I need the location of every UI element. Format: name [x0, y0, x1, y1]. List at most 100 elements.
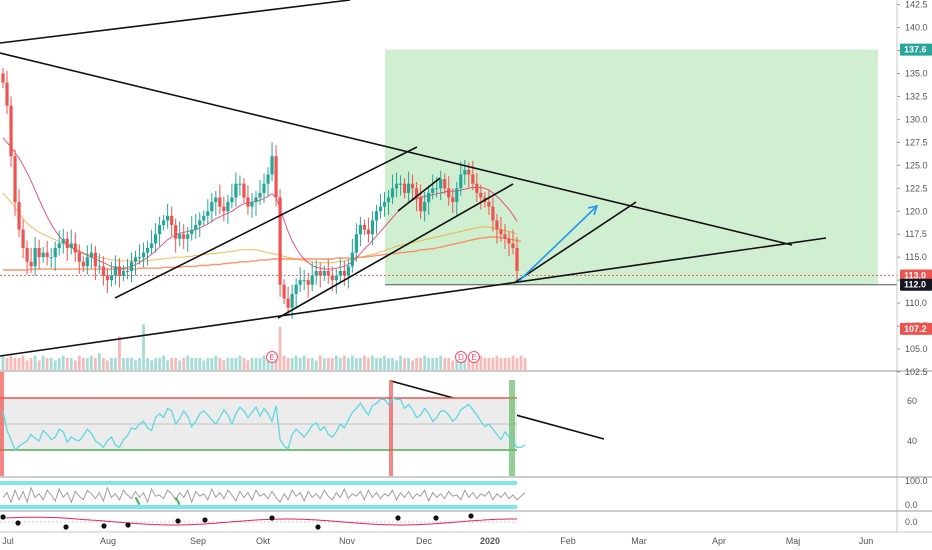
candle-body — [290, 293, 294, 308]
candle-body — [338, 270, 342, 276]
rsi-pane[interactable] — [0, 372, 526, 476]
volume-bar — [41, 355, 45, 370]
candle-body — [330, 275, 334, 281]
volume-bar — [487, 358, 491, 370]
candle-body — [515, 248, 519, 271]
volume-bar — [459, 358, 463, 370]
candle-body — [415, 188, 419, 198]
macd-cross-dot — [433, 515, 439, 521]
volume-bar — [266, 358, 270, 370]
candle-body — [439, 179, 443, 189]
volume-bar — [495, 355, 499, 370]
time-tick-label: Sep — [190, 536, 206, 546]
volume-bar — [431, 358, 435, 370]
candle-body — [162, 220, 166, 226]
candle-body — [358, 225, 362, 235]
volume-bar — [282, 355, 286, 370]
volume-bar — [25, 360, 29, 370]
time-tick-label: Jun — [859, 536, 874, 546]
volume-bar — [178, 360, 182, 370]
volume-bar — [379, 358, 382, 370]
volume-bar — [1, 355, 5, 370]
candle-body — [206, 211, 210, 216]
price-tick-label: 130.0 — [905, 114, 928, 124]
volume-bar — [242, 358, 246, 370]
volume-bar — [118, 336, 121, 370]
candle-body — [402, 183, 407, 193]
time-tick-label: 2020 — [480, 536, 500, 546]
macd-pane[interactable] — [0, 513, 517, 530]
candle-body — [443, 179, 447, 189]
volume-bar — [443, 358, 447, 370]
candle-body — [218, 197, 222, 207]
candle-body — [495, 220, 499, 230]
candle-body — [270, 156, 274, 175]
volume-bar — [69, 358, 73, 370]
trend-line — [114, 146, 418, 299]
osc-signal — [134, 496, 141, 506]
volume-bar — [330, 358, 334, 370]
volume-bar — [89, 355, 93, 370]
volume-bar — [17, 358, 21, 370]
candle-body — [306, 280, 310, 285]
volume-bar — [101, 358, 105, 370]
volume-bar — [302, 355, 306, 370]
candle-body — [459, 174, 463, 189]
volume-bar — [270, 358, 274, 370]
candle-body — [73, 243, 77, 253]
macd-cross-dot — [63, 524, 69, 530]
price-tick-label: 142.5 — [905, 0, 928, 10]
price-candles[interactable] — [1, 67, 519, 319]
trend-line-drawings[interactable] — [0, 0, 827, 440]
event-marker-label: E — [471, 353, 476, 362]
volume-bar — [250, 358, 254, 370]
volume-bar — [37, 360, 41, 370]
volume-bar — [507, 358, 511, 370]
candle-body — [13, 156, 17, 203]
volume-bar — [367, 358, 370, 370]
target-zone — [385, 49, 878, 285]
macd-cross-dot — [202, 517, 208, 523]
projection-arrow — [518, 206, 597, 282]
candle-body — [406, 183, 411, 193]
time-tick-label: Nov — [339, 536, 356, 546]
oscillator-pane[interactable] — [0, 481, 526, 509]
candle-body — [346, 266, 350, 276]
volume-bar — [29, 358, 33, 370]
price-tag-label: 112.0 — [904, 280, 926, 290]
volume-bar — [318, 355, 322, 370]
volume-bar — [194, 358, 198, 370]
candle-body — [507, 238, 511, 244]
candle-body — [487, 202, 491, 207]
price-tick-label: 102.5 — [905, 367, 928, 377]
time-tick-label: Okt — [256, 536, 271, 546]
volume-bar — [214, 355, 218, 370]
volume-bar — [479, 355, 483, 370]
volume-bar — [77, 355, 81, 370]
candle-body — [117, 266, 122, 276]
volume-bar — [463, 355, 467, 370]
volume-bar — [427, 358, 431, 370]
volume-bar — [403, 358, 406, 370]
candle-body — [29, 261, 33, 267]
candle-body — [21, 229, 25, 248]
candle-body — [302, 280, 306, 282]
candle-body — [354, 234, 358, 253]
candle-body — [447, 188, 451, 198]
candle-body — [398, 183, 403, 185]
candle-body — [310, 275, 314, 285]
volume-bar — [93, 358, 97, 370]
volume-bar — [375, 358, 378, 370]
candle-body — [153, 234, 158, 244]
price-tag — [900, 322, 932, 335]
volume-bar — [166, 360, 170, 370]
candle-body — [278, 197, 282, 285]
oscillator-line — [2, 486, 526, 504]
candle-body — [137, 257, 142, 259]
candle-body — [89, 252, 93, 258]
macd-cross-dot — [15, 520, 21, 526]
